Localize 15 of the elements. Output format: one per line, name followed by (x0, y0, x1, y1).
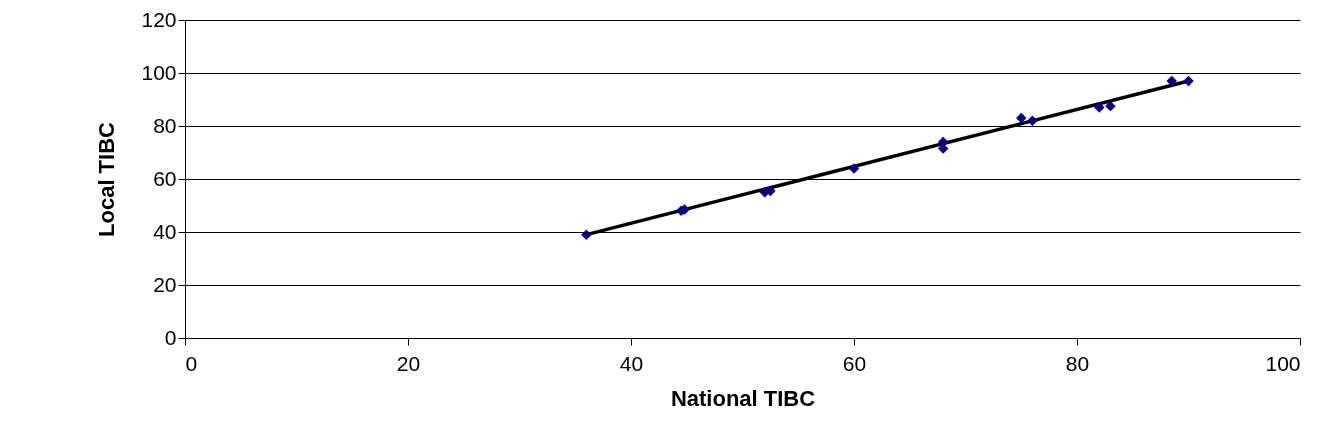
y-tick-label: 20 (153, 272, 177, 296)
x-tick-label: 60 (842, 351, 867, 375)
x-tick-label: 40 (619, 351, 644, 375)
y-tick-label: 120 (141, 7, 177, 31)
x-tick-label: 0 (185, 351, 198, 375)
y-axis-title: Local TIBC (94, 121, 120, 237)
y-tick-label: 100 (141, 60, 177, 84)
y-tick-label: 80 (153, 113, 177, 137)
x-tick-label: 100 (1265, 351, 1301, 375)
y-tick-label: 0 (164, 325, 177, 349)
x-tick-label: 80 (1065, 351, 1090, 375)
x-tick-label: 20 (396, 351, 421, 375)
y-tick-label: 40 (153, 219, 177, 243)
x-axis-title: National TIBC (670, 385, 816, 411)
y-tick-label: 60 (153, 166, 177, 190)
